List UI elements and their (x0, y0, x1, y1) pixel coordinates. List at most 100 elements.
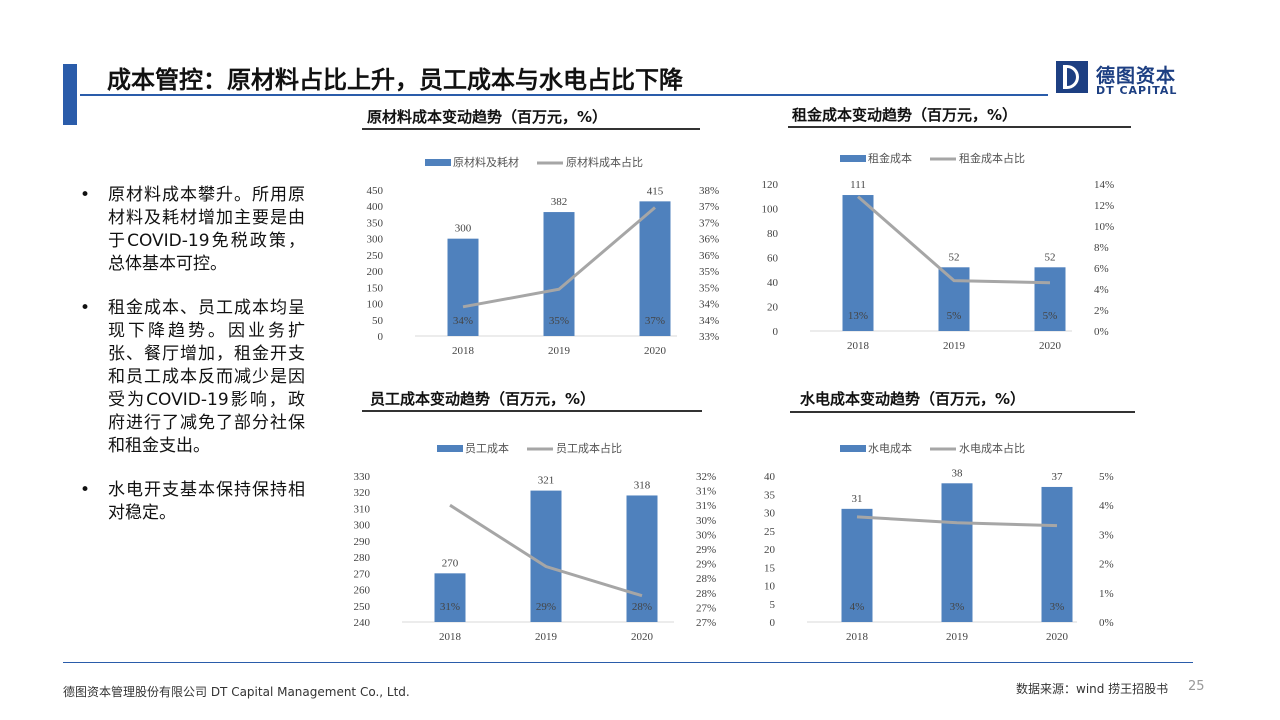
left-axis-tick-label: 150 (367, 282, 384, 294)
raw-material-chart: 原材料及耗材 原材料成本占比 0 50 100 150 200 250 300 350 400 450… (367, 155, 720, 357)
x-axis-category-label: 2018 (847, 340, 870, 352)
left-axis-tick-label: 300 (354, 520, 371, 532)
bar (447, 238, 479, 336)
left-axis-tick-label: 100 (762, 204, 779, 216)
right-axis-tick-label: 14% (1094, 179, 1114, 191)
right-axis-tick-label: 34% (699, 299, 719, 311)
line-value-label: 4% (850, 601, 865, 613)
line-value-label: 34% (453, 315, 473, 327)
ratio-line (857, 195, 1051, 285)
page-title: 成本管控：原材料占比上升，员工成本与水电占比下降 (107, 66, 683, 94)
bar (938, 267, 970, 331)
ratio-line (856, 515, 1058, 528)
left-axis-tick-label: 120 (762, 179, 779, 191)
legend-swatch-bar (840, 445, 866, 452)
right-axis-tick-label: 30% (696, 515, 716, 527)
ratio-line (449, 503, 643, 598)
footer-source: 数据来源：wind 捞王招股书 (1016, 682, 1169, 696)
right-axis-tick-label: 5% (1099, 471, 1114, 483)
bar (1041, 486, 1073, 622)
legend-label-line: 员工成本占比 (556, 441, 622, 455)
left-axis-tick-label: 240 (354, 617, 371, 629)
line-value-label: 37% (645, 315, 665, 327)
bar-value-label: 111 (850, 179, 866, 191)
left-axis-tick-label: 260 (354, 585, 371, 597)
legend-label-bar: 原材料及耗材 (453, 155, 519, 169)
x-axis-category-label: 2018 (452, 345, 475, 357)
logo-name: 德图资本 (1096, 65, 1177, 87)
left-axis-tick-label: 0 (773, 326, 779, 338)
left-axis-tick-label: 320 (354, 487, 371, 499)
right-axis-tick-label: 2% (1094, 305, 1109, 317)
chart-title-rule (362, 128, 700, 130)
bar (530, 490, 562, 622)
bar (1034, 267, 1066, 331)
legend-swatch-bar (437, 445, 463, 452)
bar-value-label: 270 (442, 557, 459, 569)
line-value-label: 29% (536, 601, 556, 613)
rent-chart: 租金成本 租金成本占比 0 20 40 60 80 100 120 0% 2% 4% 6% 8% 10% 12… (762, 151, 1115, 352)
line-value-label: 3% (950, 601, 965, 613)
left-axis-tick-label: 35 (764, 489, 776, 501)
bar-value-label: 38 (952, 467, 964, 479)
line-value-label: 31% (440, 601, 460, 613)
ratio-line (462, 206, 656, 309)
chart-title-rule (362, 410, 702, 412)
right-axis-tick-label: 30% (696, 529, 716, 541)
line-value-label: 35% (549, 315, 569, 327)
left-axis-tick-label: 50 (372, 315, 384, 327)
left-axis-tick-label: 15 (764, 562, 776, 574)
x-axis-category-label: 2020 (1039, 340, 1062, 352)
bullet-item: • 原材料成本攀升。所用原材料及耗材增加主要是由于COVID-19免税政策，总体基… (80, 185, 305, 274)
left-axis-tick-label: 40 (764, 471, 776, 483)
bar (941, 483, 973, 622)
left-axis-tick-label: 280 (354, 552, 371, 564)
right-axis-tick-label: 31% (696, 500, 716, 512)
left-axis-tick-label: 25 (764, 526, 776, 538)
left-axis-tick-label: 270 (354, 568, 371, 580)
bullet-list: • 原材料成本攀升。所用原材料及耗材增加主要是由于COVID-19免税政策，总体基… (80, 184, 305, 546)
legend-label-bar: 员工成本 (465, 441, 509, 455)
left-axis-tick-label: 10 (764, 581, 776, 593)
left-axis-tick-label: 400 (367, 201, 384, 213)
left-axis-tick-label: 350 (367, 217, 384, 229)
bullet-item: • 租金成本、员工成本均呈现下降趋势。因业务扩张、餐厅增加，租金开支和员工成本反而… (80, 298, 305, 456)
right-axis-tick-label: 28% (696, 573, 716, 585)
left-axis-tick-label: 450 (367, 185, 384, 197)
legend-label-bar: 水电成本 (868, 441, 912, 455)
right-axis-tick-label: 28% (696, 588, 716, 600)
right-axis-tick-label: 4% (1094, 284, 1109, 296)
right-axis-tick-label: 35% (699, 266, 719, 278)
bar-value-label: 415 (647, 185, 664, 197)
left-axis-tick-label: 250 (367, 250, 384, 262)
x-axis-category-label: 2019 (943, 340, 966, 352)
right-axis-tick-label: 8% (1094, 242, 1109, 254)
x-axis-category-label: 2019 (946, 631, 969, 643)
bar-value-label: 52 (949, 251, 960, 263)
x-axis-category-label: 2019 (535, 631, 558, 643)
right-axis-tick-label: 37% (699, 217, 719, 229)
left-axis-tick-label: 290 (354, 536, 371, 548)
page-number: 25 (1188, 679, 1205, 694)
left-axis-tick-label: 60 (767, 253, 779, 265)
right-axis-tick-label: 29% (696, 559, 716, 571)
right-axis-tick-label: 36% (699, 234, 719, 246)
bar (626, 495, 658, 622)
right-axis-tick-label: 35% (699, 282, 719, 294)
bar-value-label: 52 (1045, 251, 1056, 263)
left-axis-tick-label: 200 (367, 266, 384, 278)
line-value-label: 5% (947, 310, 962, 322)
bar-value-label: 37 (1052, 471, 1064, 483)
bar (841, 508, 873, 622)
line-value-label: 28% (632, 601, 652, 613)
left-axis-tick-label: 30 (764, 508, 776, 520)
line-value-label: 3% (1050, 601, 1065, 613)
utilities-chart: 水电成本 水电成本占比 0 5 10 15 20 25 30 35 40 0% 1% 2% 3% 4% 5% 31… (764, 441, 1114, 643)
left-axis-tick-label: 20 (764, 544, 776, 556)
logo-subtitle: DT CAPITAL (1096, 84, 1178, 97)
legend-label-line: 原材料成本占比 (566, 155, 643, 169)
right-axis-tick-label: 10% (1094, 221, 1114, 233)
right-axis-tick-label: 1% (1099, 588, 1114, 600)
right-axis-tick-label: 36% (699, 250, 719, 262)
x-axis-category-label: 2020 (631, 631, 654, 643)
